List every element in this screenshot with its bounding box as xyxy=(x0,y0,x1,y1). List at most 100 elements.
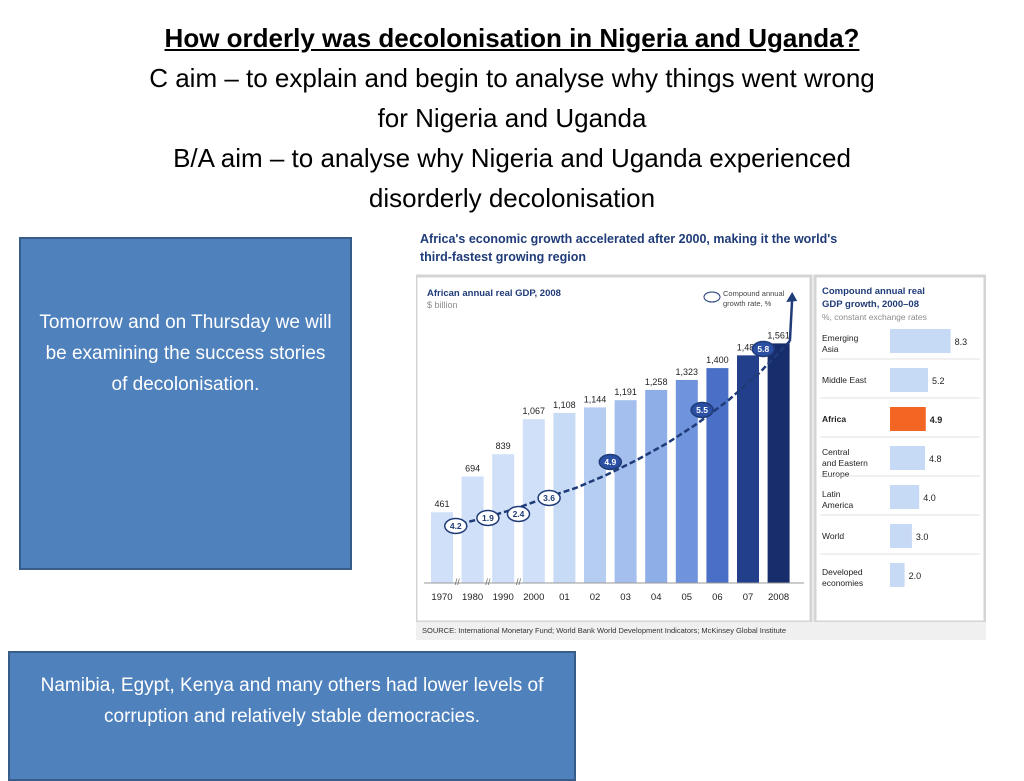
region-label: and Eastern xyxy=(822,458,868,468)
gdp-x-tick-label: 01 xyxy=(559,592,570,603)
africa-growth-chart: Africa's economic growth accelerated aft… xyxy=(416,232,986,640)
growth-legend-line-2: growth rate, % xyxy=(723,299,772,308)
gdp-x-tick-label: 05 xyxy=(682,592,693,603)
growth-bar xyxy=(890,329,951,353)
gdp-x-tick-label: 1970 xyxy=(431,592,452,603)
growth-bar-highlight xyxy=(890,407,926,431)
gdp-value-label: 1,323 xyxy=(676,367,699,377)
gdp-x-tick-label: 02 xyxy=(590,592,601,603)
ba-aim-line-1: B/A aim – to analyse why Nigeria and Uga… xyxy=(173,143,851,173)
growth-rate-marker xyxy=(690,401,714,419)
growth-trend-arrow-line xyxy=(788,297,794,342)
gdp-x-tick-label: 2008 xyxy=(768,592,789,603)
gdp-value-label: 1,258 xyxy=(645,377,668,387)
region-label: Europe xyxy=(822,469,850,479)
c-aim-line-2: for Nigeria and Uganda xyxy=(377,103,647,133)
gdp-bar xyxy=(645,389,668,583)
gdp-bar xyxy=(461,476,484,583)
gdp-x-tick-label: 07 xyxy=(743,592,754,603)
gdp-bar xyxy=(492,454,515,583)
gdp-value-label: 461 xyxy=(434,499,449,509)
growth-value-label: 4.8 xyxy=(929,454,942,464)
growth-rate-label: 5.5 xyxy=(696,405,708,415)
slide-title: How orderly was decolonisation in Nigeri… xyxy=(164,23,860,53)
growth-bar xyxy=(890,368,928,392)
region-label: Asia xyxy=(822,344,839,354)
africa-growth-figure: Africa's economic growth accelerated aft… xyxy=(416,226,986,642)
gdp-x-tick-label: 2000 xyxy=(523,592,544,603)
gdp-value-label: 1,400 xyxy=(706,355,729,365)
chart-headline-line-2: third-fastest growing region xyxy=(420,250,586,264)
gdp-x-tick-label: 1980 xyxy=(462,592,483,603)
gdp-chart-title: African annual real GDP, 2008 xyxy=(427,288,561,299)
gdp-value-label: 1,561 xyxy=(767,330,790,340)
growth-rate-marker xyxy=(506,505,531,523)
region-label: America xyxy=(822,500,853,510)
growth-bar xyxy=(890,485,920,509)
growth-value-label: 3.0 xyxy=(916,532,929,542)
success-stories-text: Tomorrow and on Thursday we will be exam… xyxy=(39,312,332,395)
gdp-value-label: 1,108 xyxy=(553,400,576,410)
gdp-value-label: 1,067 xyxy=(523,406,546,416)
region-label: economies xyxy=(822,578,863,588)
axis-break-mark: // xyxy=(455,577,461,587)
gdp-x-tick-label: 04 xyxy=(651,592,662,603)
gdp-bar xyxy=(706,368,729,583)
gdp-value-label: 839 xyxy=(496,441,511,451)
gdp-bar xyxy=(614,400,637,583)
gdp-value-label: 1,483 xyxy=(737,342,760,352)
chart-headline-line-1: Africa's economic growth accelerated aft… xyxy=(420,232,837,246)
growth-chart-title-line-2: GDP growth, 2000–08 xyxy=(822,299,919,310)
gdp-bar xyxy=(737,355,759,583)
gdp-x-tick-label: 03 xyxy=(620,592,631,603)
growth-value-label: 4.9 xyxy=(930,415,943,425)
growth-rate-marker xyxy=(476,509,500,527)
growth-rate-legend-icon xyxy=(703,291,721,303)
gdp-bar xyxy=(553,412,576,583)
growth-bar xyxy=(890,446,926,470)
growth-value-label: 2.0 xyxy=(909,571,922,581)
growth-value-label: 4.0 xyxy=(923,493,936,503)
growth-rate-label: 5.8 xyxy=(757,344,769,354)
gdp-chart-unit: $ billion xyxy=(427,300,458,310)
gdp-x-tick-label: 06 xyxy=(712,592,723,603)
growth-value-label: 5.2 xyxy=(932,376,945,386)
region-label: Central xyxy=(822,447,850,457)
growth-rate-label: 2.4 xyxy=(513,509,525,519)
growth-bar xyxy=(890,563,905,587)
growth-chart-unit: %, constant exchange rates xyxy=(822,312,927,322)
success-stories-note: Tomorrow and on Thursday we will be exam… xyxy=(19,237,352,570)
growth-rate-marker xyxy=(537,489,561,507)
gdp-value-label: 1,191 xyxy=(614,387,637,397)
growth-rate-marker xyxy=(444,517,468,535)
growth-value-label: 8.3 xyxy=(955,337,968,347)
source-strip xyxy=(416,622,986,640)
gdp-value-label: 1,144 xyxy=(584,394,607,404)
region-label: Emerging xyxy=(822,333,859,343)
growth-rate-label: 4.2 xyxy=(450,521,462,531)
stable-democracies-note: Namibia, Egypt, Kenya and many others ha… xyxy=(8,651,576,781)
stable-democracies-text: Namibia, Egypt, Kenya and many others ha… xyxy=(40,675,544,727)
growth-rate-marker xyxy=(751,340,776,358)
chart-source: SOURCE: International Monetary Fund; Wor… xyxy=(422,626,786,635)
growth-bar xyxy=(890,524,912,548)
growth-rate-label: 1.9 xyxy=(482,513,494,523)
region-label: Africa xyxy=(822,414,846,424)
gdp-value-label: 694 xyxy=(465,463,480,473)
gdp-x-tick-label: 1990 xyxy=(493,592,514,603)
region-label: World xyxy=(822,531,844,541)
gdp-bar xyxy=(767,343,790,583)
gdp-bar xyxy=(675,379,698,583)
growth-rate-label: 4.9 xyxy=(604,457,616,467)
region-label: Middle East xyxy=(822,375,867,385)
growth-rate-label: 3.6 xyxy=(543,493,555,503)
c-aim-line-1: C aim – to explain and begin to analyse … xyxy=(149,63,875,93)
region-label: Developed xyxy=(822,567,863,577)
slide-header: How orderly was decolonisation in Nigeri… xyxy=(0,18,1024,218)
axis-break-mark: // xyxy=(516,577,522,587)
growth-legend-line-1: Compound annual xyxy=(723,289,785,298)
growth-chart-title-line-1: Compound annual real xyxy=(822,286,925,297)
gdp-bar xyxy=(584,407,606,583)
growth-trend-arrowhead xyxy=(786,292,798,302)
axis-break-mark: // xyxy=(485,577,491,587)
